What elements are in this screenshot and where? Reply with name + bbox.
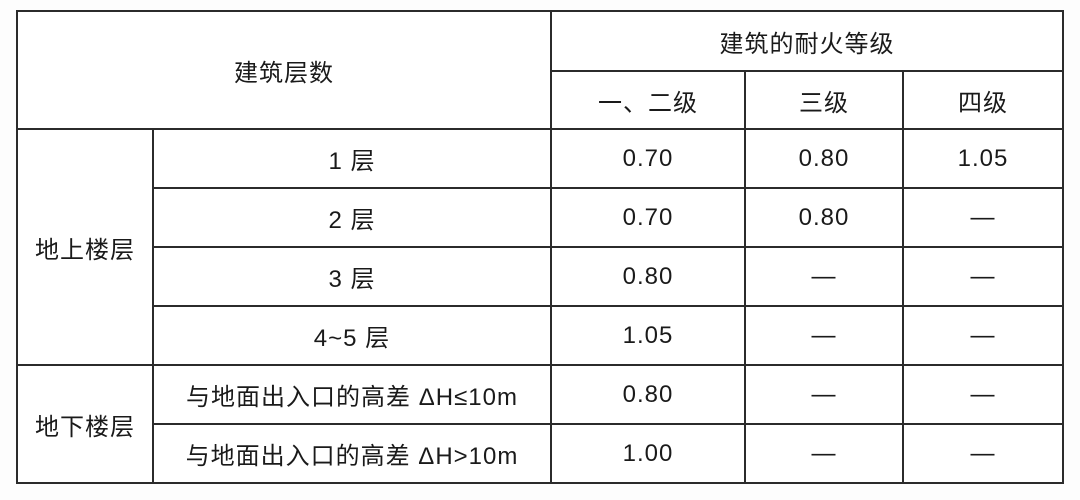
floor-3-label: 3 层	[152, 246, 552, 307]
table-row: 4~5 层 1.05 — —	[17, 305, 1065, 366]
below-ground-le10m-grade-4-value: —	[901, 364, 1065, 425]
below-ground-gt10m-grade-4-value: —	[901, 423, 1065, 484]
below-ground-le10m-label: 与地面出入口的高差 ΔH≤10m	[152, 364, 552, 425]
header-fire-rating-group: 建筑的耐火等级	[549, 10, 1065, 72]
below-ground-gt10m-grade-1-2-value: 1.00	[550, 423, 746, 484]
header-grade-3: 三级	[744, 70, 904, 130]
floor-3-grade-4-value: —	[901, 246, 1065, 307]
table-row: 地上楼层 1 层 0.70 0.80 1.05	[16, 128, 1065, 366]
floor-4-5-grade-1-2-value: 1.05	[550, 305, 746, 366]
floor-3-grade-3-value: —	[744, 246, 904, 307]
header-grade-4: 四级	[901, 70, 1065, 130]
below-ground-le10m-grade-1-2-value: 0.80	[550, 364, 746, 425]
below-ground-le10m-grade-3-value: —	[744, 364, 904, 425]
table-row: 2 层 0.70 0.80 —	[17, 187, 1065, 248]
group-below-ground-label: 地下楼层	[16, 364, 154, 484]
header-grade-1-2: 一、二级	[550, 70, 746, 130]
below-ground-gt10m-label: 与地面出入口的高差 ΔH>10m	[152, 423, 552, 484]
table-row: 地下楼层 与地面出入口的高差 ΔH≤10m 0.80 — —	[16, 364, 1065, 484]
floor-4-5-label: 4~5 层	[152, 305, 552, 366]
floor-1-grade-4-value: 1.05	[901, 128, 1065, 189]
floor-1-label: 1 层	[152, 128, 552, 189]
floor-2-grade-4-value: —	[901, 187, 1065, 248]
table-row: 与地面出入口的高差 ΔH>10m 1.00 — —	[17, 423, 1065, 484]
floor-4-5-grade-3-value: —	[744, 305, 904, 366]
below-ground-gt10m-grade-3-value: —	[744, 423, 904, 484]
header-building-floors: 建筑层数	[16, 10, 552, 130]
floor-2-label: 2 层	[152, 187, 552, 248]
floor-2-grade-1-2-value: 0.70	[550, 187, 746, 248]
floor-4-5-grade-4-value: —	[901, 305, 1065, 366]
floor-2-grade-3-value: 0.80	[744, 187, 904, 248]
group-above-ground-label: 地上楼层	[16, 128, 154, 366]
floor-3-grade-1-2-value: 0.80	[550, 246, 746, 307]
floor-1-grade-1-2-value: 0.70	[550, 128, 746, 189]
fire-resistance-table: 建筑层数 建筑的耐火等级 一、二级 三级 四级 地上楼层 1 层 0.70 0.…	[16, 10, 1065, 484]
floor-1-grade-3-value: 0.80	[744, 128, 904, 189]
table-row: 3 层 0.80 — —	[17, 246, 1065, 307]
